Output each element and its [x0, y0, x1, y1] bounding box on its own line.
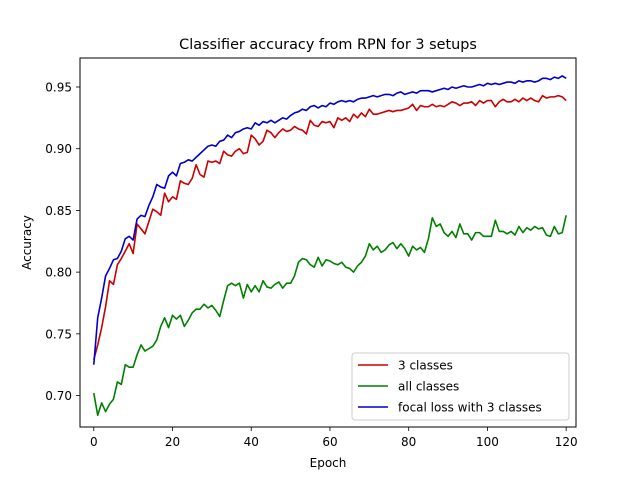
y-tick-label: 0.70 [45, 389, 72, 403]
x-tick-label: 60 [322, 435, 337, 449]
legend-label-3-classes: 3 classes [398, 359, 453, 373]
y-axis-ticks: 0.70 0.75 0.80 0.85 0.90 0.95 [45, 81, 80, 403]
series-line-all-classes [92, 215, 567, 417]
y-axis-label: Accuracy [20, 215, 34, 270]
y-tick-label: 0.95 [45, 81, 72, 95]
legend-label-focal-loss: focal loss with 3 classes [398, 401, 542, 415]
x-axis-ticks: 0 20 40 60 80 100 120 [90, 427, 578, 449]
x-tick-label: 80 [401, 435, 416, 449]
y-tick-label: 0.80 [45, 266, 72, 280]
x-tick-label: 40 [244, 435, 259, 449]
chart-title: Classifier accuracy from RPN for 3 setup… [179, 37, 477, 53]
series-line-focal-loss-with-3-classes [92, 75, 567, 365]
x-tick-label: 0 [90, 435, 98, 449]
x-tick-label: 20 [165, 435, 180, 449]
legend-frame [351, 352, 570, 421]
y-tick-label: 0.90 [45, 142, 72, 156]
legend: 3 classes all classes focal loss with 3 … [351, 352, 570, 421]
legend-label-all-classes: all classes [398, 380, 459, 394]
plot-frame [79, 57, 577, 428]
series-layer [92, 75, 567, 417]
series-line-3-classes [93, 94, 567, 360]
x-axis-label: Epoch [310, 456, 347, 470]
y-tick-label: 0.85 [45, 204, 72, 218]
x-tick-label: 120 [555, 435, 578, 449]
y-tick-label: 0.75 [45, 327, 72, 341]
x-tick-label: 100 [476, 435, 499, 449]
